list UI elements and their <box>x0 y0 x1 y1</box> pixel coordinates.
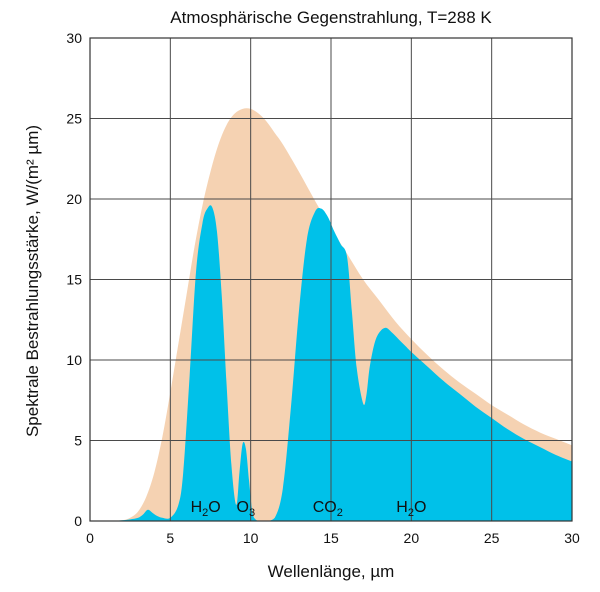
molecule-label: CO2 <box>313 499 343 519</box>
y-tick-label: 25 <box>66 111 82 127</box>
x-tick-label: 15 <box>323 530 339 546</box>
x-tick-labels: 0 5 10 15 20 25 30 <box>86 530 580 546</box>
chart-title: Atmosphärische Gegenstrahlung, T=288 K <box>170 8 492 27</box>
x-tick-label: 0 <box>86 530 94 546</box>
y-axis-label: Spektrale Bestrahlungsstärke, W/(m² µm) <box>23 125 42 437</box>
molecule-label: H2O <box>191 499 221 519</box>
y-tick-labels: 0 5 10 15 20 25 30 <box>66 30 82 529</box>
y-tick-label: 10 <box>66 352 82 368</box>
y-tick-label: 0 <box>74 513 82 529</box>
molecule-label: O3 <box>237 499 256 519</box>
y-tick-label: 15 <box>66 272 82 288</box>
x-tick-label: 5 <box>166 530 174 546</box>
x-tick-label: 10 <box>243 530 259 546</box>
y-tick-label: 30 <box>66 30 82 46</box>
x-axis-label: Wellenlänge, µm <box>268 562 395 581</box>
x-tick-label: 20 <box>404 530 420 546</box>
annotations: H2O O3 CO2 H2O <box>191 499 427 519</box>
plot-frame <box>89 37 573 522</box>
plot-area <box>89 37 573 522</box>
molecule-label: H2O <box>396 499 426 519</box>
y-tick-label: 20 <box>66 191 82 207</box>
y-tick-label: 5 <box>74 433 82 449</box>
x-tick-label: 25 <box>484 530 500 546</box>
x-tick-label: 30 <box>564 530 580 546</box>
